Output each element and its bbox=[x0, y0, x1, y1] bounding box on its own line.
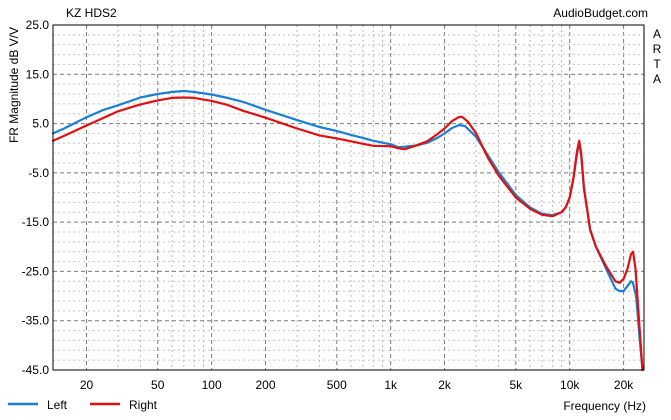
y-tick-label: 5.0 bbox=[32, 117, 49, 131]
side-label-letter: R bbox=[653, 42, 662, 56]
y-tick-label: -15.0 bbox=[22, 215, 50, 229]
chart-title: KZ HDS2 bbox=[66, 6, 117, 20]
side-label-letter: T bbox=[653, 57, 661, 71]
legend-label-right: Right bbox=[129, 398, 158, 412]
plot-area bbox=[53, 25, 644, 370]
legend-label-left: Left bbox=[47, 398, 68, 412]
plot-frame bbox=[52, 24, 645, 371]
side-label-letter: A bbox=[653, 27, 661, 41]
grid bbox=[53, 25, 644, 370]
x-tick-label: 5k bbox=[509, 378, 523, 392]
x-axis-label: Frequency (Hz) bbox=[563, 399, 646, 413]
x-tick-label: 1k bbox=[384, 378, 398, 392]
x-tick-label: 500 bbox=[327, 378, 347, 392]
y-tick-label: -35.0 bbox=[22, 314, 50, 328]
plot-background bbox=[53, 25, 644, 370]
series-layer bbox=[51, 89, 644, 372]
x-tick-label: 100 bbox=[202, 378, 222, 392]
legend: Left Right bbox=[8, 398, 158, 412]
y-tick-label: 25.0 bbox=[26, 18, 50, 32]
x-tick-label: 2k bbox=[438, 378, 452, 392]
y-axis-ticks: 25.0 15.0 5.0 -5.0 -15.0 -25.0 -35.0 -45.0 bbox=[22, 18, 50, 377]
x-axis-ticks: 20 50 100 200 500 1k 2k 5k 10k 20k bbox=[80, 378, 634, 392]
x-tick-label: 50 bbox=[151, 378, 165, 392]
series-line-right bbox=[51, 96, 644, 372]
side-label-letter: A bbox=[653, 72, 661, 86]
y-tick-label: 15.0 bbox=[26, 67, 50, 81]
y-tick-label: -25.0 bbox=[22, 264, 50, 278]
y-axis-label: FR Magnitude dB V/V bbox=[7, 27, 21, 143]
y-tick-label: -5.0 bbox=[28, 166, 49, 180]
watermark-text: AudioBudget.com bbox=[553, 6, 648, 20]
x-tick-label: 20 bbox=[80, 378, 94, 392]
x-tick-label: 200 bbox=[256, 378, 276, 392]
x-tick-label: 10k bbox=[560, 378, 580, 392]
y-tick-label: -45.0 bbox=[22, 363, 50, 377]
x-tick-label: 20k bbox=[614, 378, 634, 392]
plot-border bbox=[52, 24, 645, 371]
